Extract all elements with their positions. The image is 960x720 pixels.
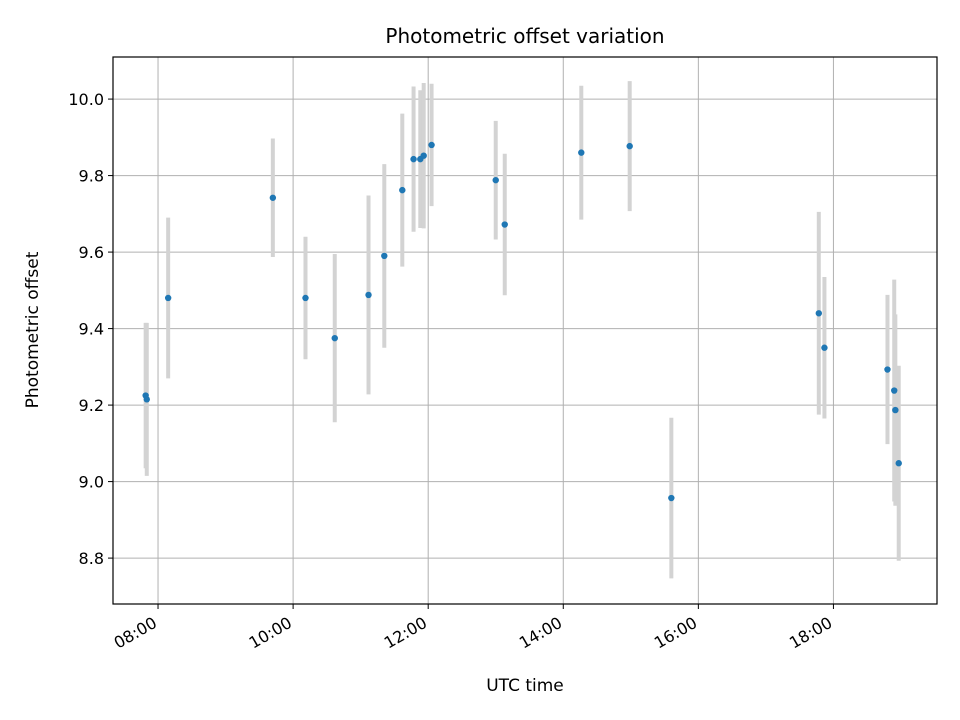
data-point [143,396,150,403]
errorbars [143,81,901,579]
data-point [420,152,427,159]
data-point [492,176,499,184]
data-point [815,310,823,317]
x-tick-label: 12:00 [381,613,430,653]
data-point [501,221,508,228]
data-point [302,294,309,302]
chart-title: Photometric offset variation [385,24,664,48]
y-tick-label: 9.6 [79,243,104,262]
x-tick-label: 08:00 [111,613,160,653]
x-axis: 08:00 10:00 12:00 14:00 16:00 18:00 [111,604,835,653]
x-tick-label: 10:00 [246,613,295,653]
x-tick-label: 16:00 [651,613,700,653]
data-point [578,149,585,156]
data-point [164,294,172,302]
data-point [331,334,338,342]
data-point [399,186,406,194]
data-point [668,494,675,502]
plot-frame [112,56,938,605]
grid [113,57,937,604]
y-tick-label: 9.8 [79,167,104,186]
data-point [895,460,902,467]
x-tick-label: 14:00 [516,613,565,653]
data-point [381,252,388,260]
data-point [410,155,417,163]
data-point [891,387,898,394]
y-tick-label: 10.0 [68,90,104,109]
y-tick-label: 9.0 [79,473,104,492]
data-point [365,291,372,299]
x-tick-label: 18:00 [786,613,835,653]
data-point [821,344,828,351]
data-point [428,141,435,149]
y-tick-label: 9.2 [79,396,104,415]
y-axis-label: Photometric offset [23,251,43,408]
data-points [142,141,902,502]
data-point [269,194,277,201]
x-axis-label: UTC time [486,676,564,696]
data-point [626,142,633,150]
y-axis: 8.8 9.0 9.2 9.4 9.6 9.8 10.0 [68,90,113,568]
y-tick-label: 8.8 [79,549,104,568]
y-tick-label: 9.4 [79,320,104,339]
data-point [892,406,899,414]
data-point [884,366,891,373]
